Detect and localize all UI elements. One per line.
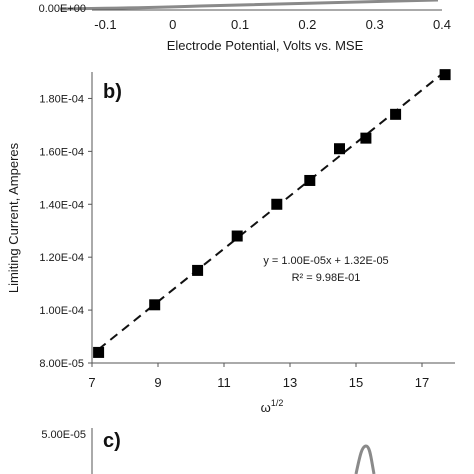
panel-b-x-axis-label: ω1/2	[261, 398, 284, 415]
panel-b-x-tick-label: 15	[349, 375, 363, 390]
panel-b-data-point	[93, 346, 105, 358]
panel-b-x-tick-label: 13	[283, 375, 297, 390]
panel-b-label: b)	[103, 81, 122, 103]
panel-b-y-tick-label: 1.60E-04	[39, 146, 84, 158]
panel-a-curve	[59, 0, 439, 11]
panel-b-x-tick-label: 9	[154, 375, 161, 390]
panel-b-y-axis-label: Limiting Current, Amperes	[6, 142, 21, 293]
panel-a-x-tick-label: -0.1	[94, 17, 116, 32]
panel-b-y-tick-label: 8.00E-05	[39, 358, 84, 370]
panel-b-equation: y = 1.00E-05x + 1.32E-05	[263, 255, 388, 267]
panel-b-x-axis-label-superscript: 1/2	[271, 398, 284, 408]
panel-a-x-tick-label: 0	[169, 17, 176, 32]
panel-b-data-point	[390, 108, 402, 120]
panel-b-data-point	[439, 69, 451, 81]
panel-c-label: c)	[103, 430, 121, 452]
panel-b: b) 8.00E-05 1.00E-04 1.20E-04 1.40E-04 1.60E…	[6, 69, 455, 415]
panel-b-data-point	[231, 230, 243, 242]
panel-b-data-point	[334, 143, 345, 155]
panel-b-y-tick-label: 1.80E-04	[39, 93, 84, 105]
panel-a-x-tick-label: 0.4	[433, 17, 451, 32]
panel-a: 0.00E+00 -0.1 0 0.1 0.2 0.3 0.4 Electrode Pot…	[39, 0, 451, 53]
panel-b-data-point	[360, 132, 372, 144]
panel-b-y-tick-label: 1.40E-04	[39, 199, 84, 211]
panel-a-x-axis-label: Electrode Potential, Volts vs. MSE	[167, 38, 364, 53]
panel-b-x-tick-label: 7	[88, 375, 95, 390]
panel-b-r-squared: R² = 9.98E-01	[292, 272, 361, 284]
panel-a-x-ticks: -0.1 0 0.1 0.2 0.3 0.4	[94, 17, 451, 32]
panel-b-data-point	[271, 198, 283, 210]
panel-c: c) 5.00E-05	[41, 428, 376, 474]
panel-b-data-point	[149, 299, 161, 311]
panel-b-data-points	[93, 69, 451, 358]
panel-a-y-tick-label: 0.00E+00	[39, 3, 86, 15]
panel-b-x-axis-label-base: ω	[261, 400, 271, 415]
panel-b-y-tick-label: 1.00E-04	[39, 305, 84, 317]
panel-b-y-ticks: 8.00E-05 1.00E-04 1.20E-04 1.40E-04 1.60E-04…	[39, 93, 92, 370]
panel-b-x-ticks: 7 9 11 13 15 17	[88, 363, 429, 390]
panel-a-x-tick-label: 0.2	[298, 17, 316, 32]
panel-b-x-tick-label: 17	[415, 375, 429, 390]
panel-a-x-tick-label: 0.3	[366, 17, 384, 32]
panel-b-data-point	[192, 264, 204, 276]
panel-b-x-tick-label: 11	[217, 375, 231, 390]
panel-b-data-point	[304, 174, 316, 186]
panel-c-curve	[354, 444, 376, 474]
panel-b-y-tick-label: 1.20E-04	[39, 252, 84, 264]
panel-a-x-tick-label: 0.1	[231, 17, 249, 32]
panel-c-y-tick-label: 5.00E-05	[41, 429, 86, 441]
